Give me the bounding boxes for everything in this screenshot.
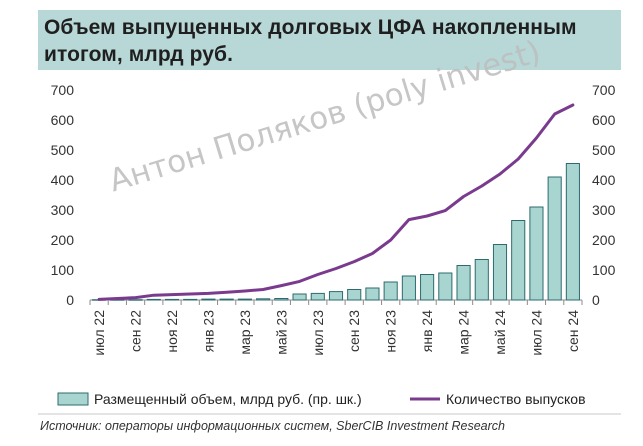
y-right-tick-label: 400 xyxy=(592,172,616,188)
x-tick-label: янв 24 xyxy=(419,310,435,352)
y-left-tick-label: 0 xyxy=(66,292,74,308)
bar xyxy=(565,163,580,301)
bar xyxy=(383,281,398,301)
x-tick-label: ноя 23 xyxy=(383,310,399,353)
source-note: Источник: операторы информационных систе… xyxy=(40,419,505,433)
bar xyxy=(492,244,508,301)
y-right-tick-label: 300 xyxy=(592,202,616,218)
bar xyxy=(438,272,453,301)
y-right-tick-label: 600 xyxy=(592,112,616,128)
x-tick-label: сен 24 xyxy=(565,310,581,352)
y-left-tick-label: 300 xyxy=(51,202,75,218)
bar xyxy=(292,293,307,301)
legend-line-label: Количество выпусков xyxy=(446,391,586,407)
x-tick-label: мар 23 xyxy=(237,310,253,355)
bar xyxy=(146,298,161,301)
y-right-tick-label: 0 xyxy=(592,292,600,308)
x-tick-label: сен 23 xyxy=(346,310,362,352)
bar xyxy=(401,275,416,301)
bar xyxy=(274,298,289,301)
bar xyxy=(328,291,344,301)
y-right-tick-label: 100 xyxy=(592,262,616,278)
chart-title-line-1: Объем выпущенных долговых ЦФА накопленны… xyxy=(44,16,577,39)
bar xyxy=(511,220,526,301)
bar xyxy=(256,298,271,301)
bar xyxy=(529,206,544,301)
series-line xyxy=(97,103,575,301)
x-tick-label: ноя 22 xyxy=(164,310,180,353)
x-tick-label: июл 24 xyxy=(528,310,544,356)
y-right-tick-label: 700 xyxy=(592,82,616,98)
bar xyxy=(420,274,435,301)
x-tick-label: янв 23 xyxy=(200,310,216,352)
x-tick-label: май 24 xyxy=(492,310,508,355)
y-left-tick-label: 500 xyxy=(51,142,75,158)
bar xyxy=(183,298,198,301)
x-tick-label: июл 23 xyxy=(310,310,326,356)
bar xyxy=(128,299,143,301)
y-left-tick-label: 700 xyxy=(51,82,75,98)
x-tick-label: июл 22 xyxy=(91,310,107,356)
x-tick-label: мар 24 xyxy=(456,310,472,355)
x-tick-label: сен 22 xyxy=(128,310,144,352)
y-right-tick-label: 500 xyxy=(592,142,616,158)
bar xyxy=(547,176,562,301)
legend-bar-swatch xyxy=(57,392,89,406)
y-left-tick-label: 400 xyxy=(51,172,75,188)
chart-title-box: Объем выпущенных долговых ЦФА накопленны… xyxy=(38,10,621,70)
x-tick-label: май 23 xyxy=(273,310,289,355)
bar xyxy=(219,298,234,301)
bar xyxy=(310,292,325,301)
bar xyxy=(456,265,471,301)
bar xyxy=(201,298,216,301)
y-left-tick-label: 100 xyxy=(51,262,75,278)
bar xyxy=(347,289,362,301)
legend-bar-label: Размещенный объем, млрд руб. (пр. шк.) xyxy=(94,391,362,407)
y-left-tick-label: 200 xyxy=(51,232,75,248)
y-right-tick-label: 200 xyxy=(592,232,616,248)
bar xyxy=(164,298,180,301)
bar xyxy=(474,259,489,301)
bar xyxy=(365,287,380,301)
chart-title-line-2: итогом, млрд руб. xyxy=(44,43,234,66)
y-left-tick-label: 600 xyxy=(51,112,75,128)
bar xyxy=(237,298,252,301)
